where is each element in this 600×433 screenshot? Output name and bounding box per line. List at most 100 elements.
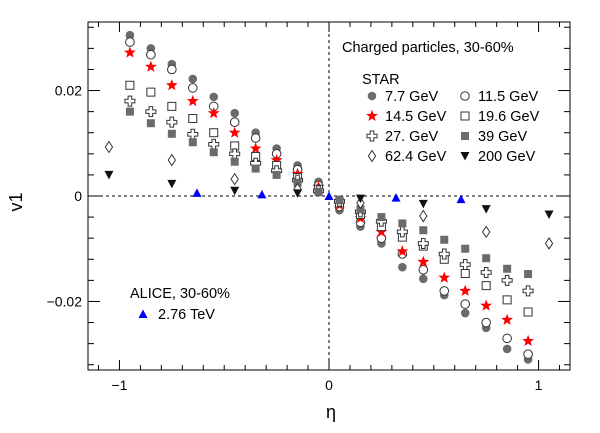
point-14-5-gev [501, 313, 514, 325]
point-7-7-gev [230, 108, 239, 118]
point-19-6-gev [167, 101, 177, 111]
point-11-5-gev [418, 265, 429, 275]
point-14-5-gev [144, 60, 157, 72]
y-tick-label: 0.02 [55, 83, 82, 99]
point-200-gev [481, 205, 491, 214]
legend-marker-19-6-gev [460, 111, 470, 121]
point-19-6-gev [523, 307, 533, 317]
point-27-gev [438, 248, 450, 260]
point-11-5-gev [229, 117, 240, 127]
legend: 7.7 GeV 11.5 GeV 14.5 GeV 19.6 GeV 27. GeV 39… [138, 89, 540, 323]
point-2-76-tev [192, 188, 202, 197]
point-39-gev [314, 187, 323, 196]
point-14-5-gev [396, 245, 409, 257]
point-27-gev [480, 266, 492, 278]
legend-marker-14-5-gev [366, 109, 378, 122]
point-11-5-gev [481, 317, 491, 328]
point-11-5-gev [523, 349, 533, 359]
point-14-5-gev [165, 79, 178, 91]
point-27-gev [124, 95, 136, 107]
point-11-5-gev [502, 333, 512, 344]
point-14-5-gev [417, 255, 430, 267]
point-39-gev [398, 219, 407, 228]
point-19-6-gev [125, 80, 135, 90]
point-39-gev [230, 157, 239, 166]
point-2-76-tev [391, 193, 401, 202]
point-14-5-gev [522, 334, 534, 347]
point-14-5-gev [124, 46, 136, 58]
point-11-5-gev [167, 64, 177, 75]
point-200-gev [104, 170, 114, 180]
point-2-76-tev [257, 189, 267, 199]
alice-legend-title: ALICE, 30-60% [130, 286, 230, 302]
legend-label-2-76-tev: 2.76 TeV [158, 307, 215, 323]
y-tick-label: −0.02 [47, 293, 83, 309]
point-11-5-gev [125, 37, 135, 47]
point-39-gev [419, 226, 428, 235]
legend-label-19-6-gev: 19.6 GeV [478, 109, 540, 125]
point-39-gev [482, 254, 491, 263]
point-11-5-gev [146, 49, 156, 60]
point-200-gev [418, 199, 428, 209]
point-62-4-gev [544, 237, 554, 250]
point-11-5-gev [460, 299, 471, 309]
star-legend-title: Charged particles, 30-60% [342, 40, 514, 56]
point-14-5-gev [270, 153, 283, 166]
point-62-4-gev [481, 225, 491, 239]
point-19-6-gev [209, 128, 219, 138]
legend-marker-39-gev [461, 132, 469, 140]
point-7-7-gev [125, 30, 135, 40]
point-27-gev [522, 285, 534, 297]
point-7-7-gev [419, 274, 428, 284]
point-27-gev [208, 138, 220, 150]
point-200-gev [167, 179, 177, 189]
x-tick-label: −1 [111, 377, 127, 393]
legend-label-62-4-gev: 62.4 GeV [385, 149, 447, 165]
point-39-gev [503, 264, 512, 273]
legend-marker-2-76-tev [138, 309, 148, 318]
legend-label-11-5-gev: 11.5 GeV [478, 89, 539, 105]
point-27-gev [187, 128, 199, 140]
series-200-gev [104, 170, 554, 219]
point-39-gev [251, 164, 260, 173]
point-7-7-gev [460, 308, 470, 318]
point-19-6-gev [146, 87, 156, 97]
point-39-gev [146, 119, 155, 128]
point-14-5-gev [438, 271, 451, 283]
legend-marker-62-4-gev [367, 149, 377, 163]
point-14-5-gev [207, 107, 220, 119]
legend-label-39-gev: 39 GeV [478, 129, 527, 145]
axes: −1 0 1 −0.02 0 0.02 [47, 22, 570, 393]
point-27-gev [145, 106, 157, 118]
y-axis-title: v1 [6, 192, 26, 211]
legend-label-27-gev: 27. GeV [385, 129, 439, 145]
point-39-gev [209, 148, 218, 157]
point-14-5-gev [228, 126, 241, 138]
x-axis-title: η [326, 402, 336, 422]
x-tick-label: 1 [535, 377, 543, 393]
point-62-4-gev [104, 140, 114, 154]
legend-label-200-gev: 200 GeV [478, 149, 536, 165]
point-14-5-gev [459, 284, 472, 296]
point-27-gev [459, 259, 471, 271]
point-39-gev [335, 196, 344, 205]
point-7-7-gev [398, 262, 407, 272]
point-27-gev [501, 274, 513, 286]
legend-label-7-7-gev: 7.7 GeV [385, 89, 439, 105]
point-7-7-gev [188, 74, 198, 84]
x-tick-label: 0 [325, 377, 333, 393]
point-14-5-gev [186, 94, 199, 107]
legend-marker-7-7-gev [367, 91, 377, 101]
point-200-gev [230, 186, 240, 196]
point-14-5-gev [375, 225, 388, 237]
series-62-4-gev [104, 140, 554, 250]
point-7-7-gev [209, 92, 219, 102]
legend-marker-27-gev [366, 130, 378, 142]
point-19-6-gev [460, 269, 470, 279]
star-label: STAR [362, 72, 400, 88]
series-39-gev [125, 107, 533, 279]
series-2-76-tev [192, 188, 466, 204]
data-points [104, 30, 554, 364]
point-7-7-gev [502, 344, 512, 354]
